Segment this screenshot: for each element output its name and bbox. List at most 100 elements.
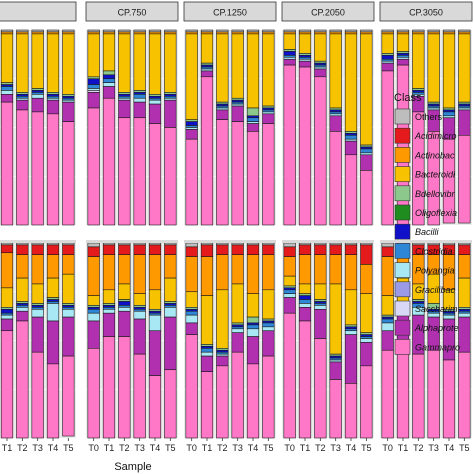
bar-segment [283, 51, 296, 56]
bar-segment [87, 242, 100, 248]
bar-segment [185, 291, 198, 308]
bar-segment [87, 256, 100, 296]
bar-segment [314, 305, 327, 310]
bar-segment [298, 60, 312, 68]
bar-segment [0, 330, 14, 439]
bar-segment [246, 293, 260, 318]
bar-segment [16, 33, 29, 93]
bar-segment [458, 135, 471, 224]
bar-segment [118, 244, 131, 255]
legend-item: Acidimicro [394, 127, 457, 144]
bar-segment [360, 170, 373, 226]
bar-segment [298, 299, 312, 304]
bar-segment [344, 289, 358, 326]
x-axis-ticks: T1 T2 T3 T4 T5 T0 T1 T2 T3 T4 T5 T0 T1 T2 T3 T4 T5 T0 T1 T2… [2, 438, 470, 453]
bar-segment [458, 244, 471, 255]
bar-segment [298, 295, 312, 300]
bar-segment [298, 254, 312, 285]
x-tick-label: T3 [428, 443, 439, 453]
bar-segment [185, 33, 198, 121]
bar-segment [185, 256, 198, 293]
bar-segment [133, 353, 146, 439]
bar-segment [360, 244, 373, 265]
legend-item: Bdellovibr [394, 185, 456, 202]
bar-segment [0, 318, 14, 332]
bar-segment [46, 363, 60, 439]
legend-key [394, 204, 411, 221]
bar-segment [283, 293, 296, 298]
x-tick-label: T3 [232, 443, 243, 453]
legend-item: Others [394, 108, 443, 125]
bar-segment [298, 33, 312, 54]
x-tick-label: T2 [413, 443, 424, 453]
bar-segment [246, 33, 260, 109]
bar-segment [87, 78, 100, 85]
bar-segment [164, 33, 177, 93]
bar-segment [360, 264, 373, 295]
bar-segment [0, 33, 14, 83]
legend-label: Bacteroidi [415, 170, 456, 180]
legend-item: Polyangia [394, 262, 455, 278]
bar-segment [262, 355, 275, 439]
bar-segment [62, 254, 75, 275]
bar-segment [46, 254, 60, 279]
legend-key [394, 262, 411, 278]
bar-segment [87, 320, 100, 349]
bar-segment [246, 336, 260, 365]
bar-segment [283, 64, 296, 226]
bar-segment [458, 109, 471, 136]
bar-segment [262, 254, 275, 291]
bar-segment [16, 244, 29, 255]
facet-strip [281, 1, 375, 22]
x-tick-label: T1 [300, 443, 311, 453]
bar-segment [164, 307, 177, 318]
x-tick-label: T4 [346, 443, 357, 453]
bar-segment [298, 307, 312, 322]
x-tick-label: T5 [263, 443, 274, 453]
facet-strip [380, 240, 472, 243]
bar-segment [381, 256, 394, 296]
bar-segment [283, 256, 296, 277]
legend-item: Saccharim [394, 300, 458, 317]
bar-segment [164, 99, 177, 128]
bar-segment [458, 254, 471, 279]
bar-segment [102, 97, 116, 226]
bar-segment [246, 254, 260, 294]
legend-item: Gammapro [394, 339, 460, 355]
x-tick-label: T1 [202, 443, 213, 453]
legend-label: Gammapro [415, 342, 460, 352]
bar-segment [298, 244, 312, 255]
bar-segment [148, 314, 162, 332]
bar-segment [262, 113, 275, 124]
bar-segment [87, 295, 100, 306]
legend-key [394, 166, 411, 182]
x-tick-label: T1 [2, 443, 13, 453]
facet-panel [184, 29, 276, 226]
facet-panel [282, 242, 374, 439]
bar-segment [102, 86, 116, 99]
bar-segment [46, 277, 60, 298]
bar-segment [396, 340, 410, 439]
legend-key [394, 223, 411, 240]
facet-panel [0, 29, 76, 226]
facet-strip-label: CP.750 [118, 8, 147, 18]
x-tick-label: T2 [119, 443, 130, 453]
bar-segment [329, 33, 342, 109]
facet-strip [85, 1, 179, 22]
bar-segment [31, 33, 44, 89]
bar-segment [458, 312, 471, 318]
bar-segment [298, 66, 312, 226]
bar-segment [164, 369, 177, 439]
bar-segment [133, 293, 146, 306]
bar-segment [185, 322, 198, 335]
bar-segment [246, 123, 260, 132]
legend-label: Polyangia [415, 266, 455, 276]
x-tick-label: T4 [150, 443, 161, 453]
bar-segment [442, 314, 456, 320]
bar-segment [102, 289, 116, 304]
facet-strip [0, 240, 76, 243]
bar-segment [246, 244, 260, 255]
x-tick-label: T0 [88, 443, 99, 453]
facet-strip [282, 240, 374, 243]
bar-segment [16, 320, 29, 439]
